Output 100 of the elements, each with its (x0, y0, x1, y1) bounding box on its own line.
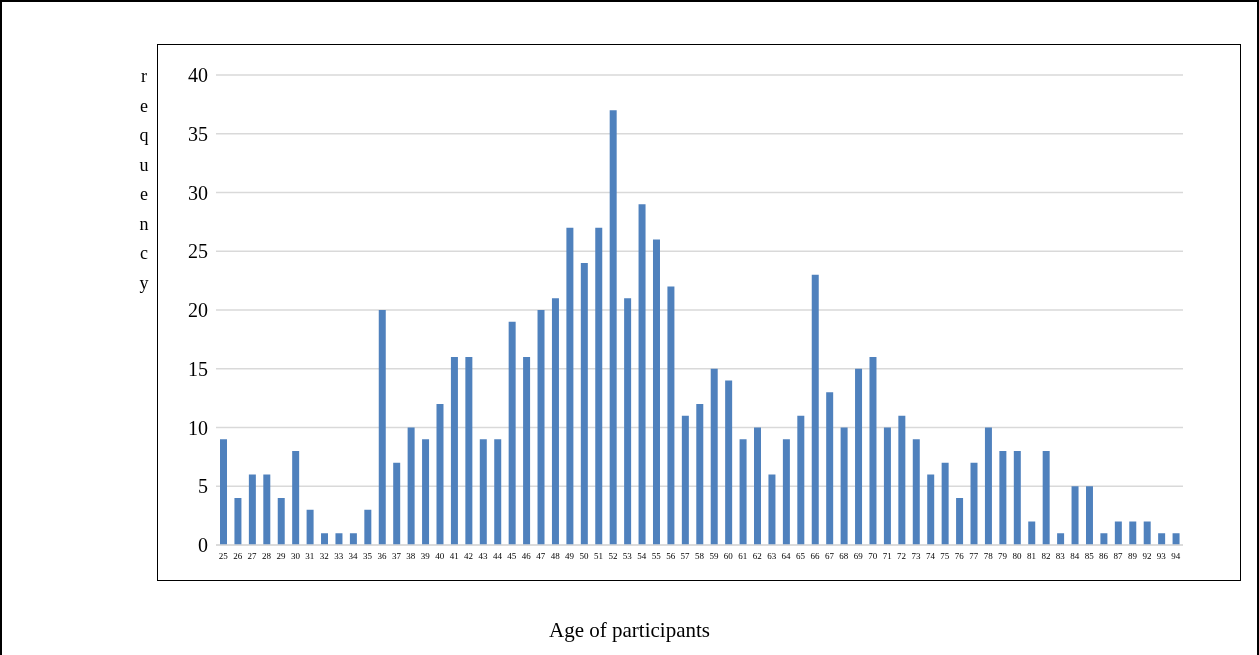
x-tick-label: 62 (752, 551, 762, 562)
y-tick-label: 35 (188, 122, 208, 145)
bar (941, 462, 949, 545)
bar (1071, 486, 1079, 545)
bar (624, 298, 632, 545)
bar (523, 357, 531, 545)
x-tick-label: 71 (882, 551, 892, 562)
x-tick-label: 94 (1171, 551, 1181, 562)
x-tick-label: 43 (478, 551, 489, 562)
x-tick-label: 63 (767, 551, 777, 562)
y-tick-label: 5 (198, 475, 208, 498)
bar (638, 204, 646, 545)
x-tick-label: 82 (1041, 551, 1051, 562)
x-tick-label: 34 (348, 551, 359, 562)
bar (1013, 451, 1021, 545)
x-tick-label: 32 (319, 551, 329, 562)
bar (1143, 521, 1151, 545)
bar (811, 274, 819, 545)
x-tick-label: 35 (363, 551, 373, 562)
bar (595, 227, 603, 545)
x-tick-label: 53 (622, 551, 633, 562)
bar (422, 439, 430, 545)
bar (1114, 521, 1122, 545)
y-tick-label: 40 (188, 64, 208, 87)
bar (754, 427, 762, 545)
bar (551, 298, 559, 545)
bar (263, 474, 271, 545)
bar (855, 368, 863, 545)
y-tick-label: 25 (188, 240, 208, 263)
bar (349, 533, 357, 545)
bar (782, 439, 790, 545)
bar (652, 239, 660, 545)
x-tick-label: 55 (651, 551, 662, 562)
bar (1057, 533, 1065, 545)
bar (739, 439, 747, 545)
x-tick-label: 93 (1156, 551, 1167, 562)
x-tick-label: 33 (334, 551, 344, 562)
y-tick-label: 15 (188, 357, 208, 380)
bar (364, 509, 372, 545)
bar (826, 392, 834, 545)
bar (450, 357, 458, 545)
y-tick-label: 20 (188, 299, 208, 322)
x-tick-label: 78 (983, 551, 994, 562)
x-tick-label: 29 (276, 551, 286, 562)
x-tick-label: 36 (377, 551, 387, 562)
bar (869, 357, 877, 545)
bar (306, 509, 314, 545)
x-tick-label: 83 (1055, 551, 1066, 562)
bar (912, 439, 920, 545)
bar (407, 427, 415, 545)
x-tick-label: 27 (247, 551, 258, 562)
x-tick-label: 52 (608, 551, 618, 562)
bar (1100, 533, 1108, 545)
x-tick-label: 59 (709, 551, 719, 562)
x-tick-label: 73 (911, 551, 921, 562)
x-axis-title: Age of participants (548, 618, 711, 643)
bar (1129, 521, 1137, 545)
bar (494, 439, 502, 545)
x-tick-label: 61 (738, 551, 748, 562)
bar (927, 474, 935, 545)
x-tick-label: 47 (536, 551, 546, 562)
bar (681, 415, 689, 545)
x-tick-label: 38 (406, 551, 416, 562)
x-tick-label: 81 (1026, 551, 1036, 562)
x-tick-label: 89 (1127, 551, 1138, 562)
x-tick-label: 46 (521, 551, 532, 562)
bar (508, 321, 516, 545)
bar (393, 462, 401, 545)
bar (277, 498, 285, 545)
bar (1172, 533, 1180, 545)
x-tick-label: 70 (868, 551, 878, 562)
x-tick-label: 58 (695, 551, 705, 562)
x-tick-label: 44 (492, 551, 503, 562)
x-tick-label: 48 (550, 551, 561, 562)
bar (234, 498, 242, 545)
bar (768, 474, 776, 545)
bar (479, 439, 487, 545)
x-tick-label: 85 (1084, 551, 1095, 562)
bar (667, 286, 675, 545)
bar (537, 310, 545, 545)
bar (566, 227, 574, 545)
x-tick-label: 49 (565, 551, 575, 562)
bar (1042, 451, 1050, 545)
bar (248, 474, 256, 545)
x-tick-label: 60 (723, 551, 734, 562)
x-tick-label: 42 (464, 551, 474, 562)
bar (580, 263, 588, 545)
bar (710, 368, 718, 545)
x-tick-label: 65 (796, 551, 806, 562)
bar (1085, 486, 1093, 545)
x-tick-label: 45 (507, 551, 517, 562)
x-tick-label: 31 (305, 551, 315, 562)
bar (465, 357, 473, 545)
bar (970, 462, 978, 545)
bar (436, 404, 444, 545)
x-tick-label: 68 (839, 551, 849, 562)
x-tick-label: 84 (1070, 551, 1080, 562)
x-tick-label: 66 (810, 551, 820, 562)
bar (984, 427, 992, 545)
bar (220, 439, 227, 545)
